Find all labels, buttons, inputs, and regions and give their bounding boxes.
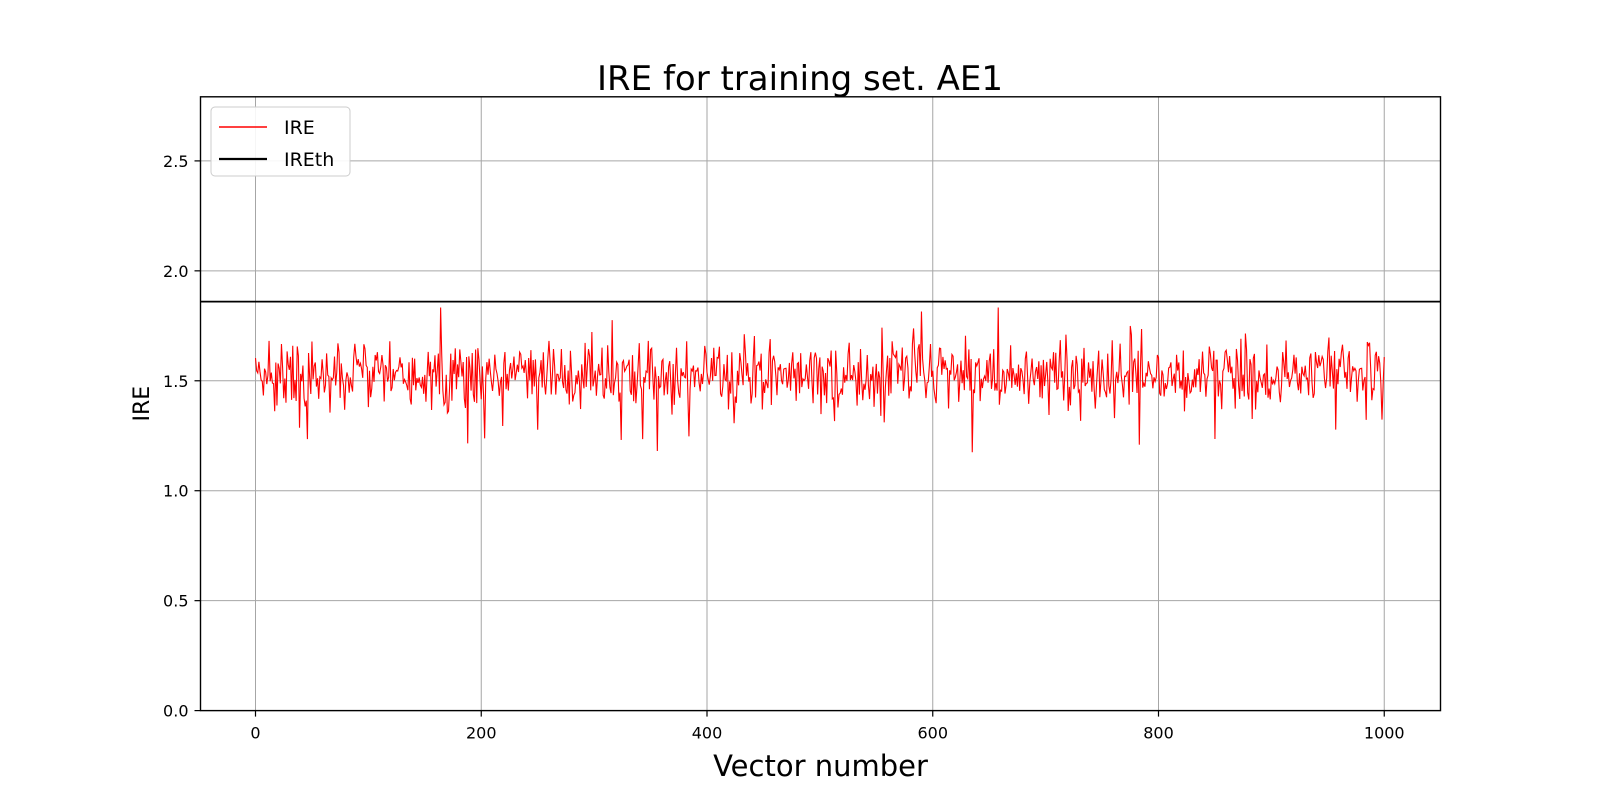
svg-text:0: 0 [250,724,260,743]
svg-text:400: 400 [692,724,723,743]
svg-text:2.5: 2.5 [163,152,188,171]
svg-text:IREth: IREth [284,149,334,171]
svg-text:0.0: 0.0 [163,702,188,721]
svg-text:IRE for training set. AE1: IRE for training set. AE1 [597,59,1003,99]
svg-text:800: 800 [1143,724,1174,743]
svg-text:IRE: IRE [130,386,155,422]
svg-text:1.5: 1.5 [163,372,188,391]
svg-text:IRE: IRE [284,117,315,139]
svg-text:1.0: 1.0 [163,482,188,501]
svg-text:600: 600 [917,724,948,743]
svg-text:2.0: 2.0 [163,262,188,281]
svg-text:1000: 1000 [1364,724,1405,743]
svg-text:0.5: 0.5 [163,592,188,611]
svg-text:Vector number: Vector number [713,749,928,783]
svg-text:200: 200 [466,724,497,743]
